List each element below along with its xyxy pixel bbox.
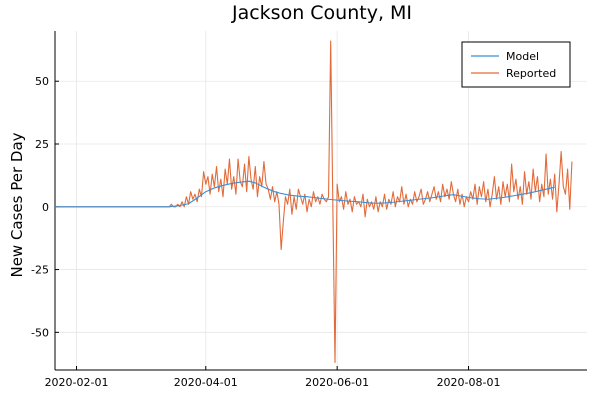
y-tick-label: -25 bbox=[31, 264, 49, 277]
y-tick-label: 50 bbox=[35, 75, 49, 88]
legend-box bbox=[461, 41, 571, 88]
y-tick-label: 0 bbox=[42, 201, 49, 214]
y-tick-label: -50 bbox=[31, 326, 49, 339]
y-axis-label: New Cases Per Day bbox=[8, 132, 26, 277]
legend: Model Reported bbox=[461, 41, 571, 88]
series-line-model bbox=[55, 180, 555, 208]
x-tick-label: 2020-08-01 bbox=[437, 376, 501, 389]
y-tick-label: 25 bbox=[35, 138, 49, 151]
series-lines bbox=[55, 40, 573, 364]
x-tick-label: 2020-06-01 bbox=[305, 376, 369, 389]
legend-label-model: Model bbox=[506, 50, 539, 63]
axes: 2020-02-01 2020-04-01 2020-06-01 2020-08-01… bbox=[31, 31, 587, 389]
x-tick-label: 2020-02-01 bbox=[45, 376, 109, 389]
chart-title: Jackson County, MI bbox=[231, 2, 412, 24]
legend-label-reported: Reported bbox=[506, 67, 556, 80]
x-tick-label: 2020-04-01 bbox=[174, 376, 238, 389]
